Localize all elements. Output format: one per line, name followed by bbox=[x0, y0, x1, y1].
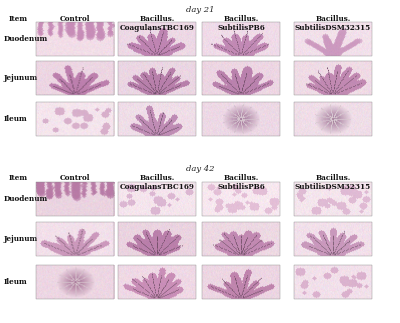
Bar bbox=[202, 182, 280, 216]
Bar bbox=[118, 102, 196, 136]
Bar bbox=[294, 265, 372, 299]
Text: Jejunum: Jejunum bbox=[4, 235, 38, 243]
Bar bbox=[118, 182, 196, 216]
Text: Bacillus.
CoagulansTBC169: Bacillus. CoagulansTBC169 bbox=[120, 174, 194, 191]
Text: Bacillus.
CoagulansTBC169: Bacillus. CoagulansTBC169 bbox=[120, 15, 194, 32]
Bar bbox=[118, 22, 196, 56]
Text: Bacillus.
SubtilisPB6: Bacillus. SubtilisPB6 bbox=[217, 174, 265, 191]
Bar bbox=[202, 61, 280, 95]
Bar bbox=[118, 265, 196, 299]
Bar bbox=[294, 182, 372, 216]
Text: Duodenum: Duodenum bbox=[4, 195, 48, 203]
Bar bbox=[36, 102, 114, 136]
Bar bbox=[36, 222, 114, 256]
Text: Ileum: Ileum bbox=[4, 278, 28, 286]
Bar bbox=[202, 22, 280, 56]
Text: Control: Control bbox=[60, 15, 90, 23]
Bar bbox=[202, 265, 280, 299]
Text: Bacillus.
SubtilisDSM32315: Bacillus. SubtilisDSM32315 bbox=[295, 15, 371, 32]
Text: Bacillus.
SubtilisPB6: Bacillus. SubtilisPB6 bbox=[217, 15, 265, 32]
Text: Control: Control bbox=[60, 174, 90, 182]
Bar bbox=[202, 222, 280, 256]
Text: Jejunum: Jejunum bbox=[4, 74, 38, 82]
Bar bbox=[36, 182, 114, 216]
Text: Duodenum: Duodenum bbox=[4, 35, 48, 43]
Bar bbox=[118, 61, 196, 95]
Bar bbox=[294, 22, 372, 56]
Text: Item: Item bbox=[8, 174, 28, 182]
Bar bbox=[36, 61, 114, 95]
Text: Ileum: Ileum bbox=[4, 115, 28, 123]
Bar bbox=[36, 265, 114, 299]
Text: Bacillus.
SubtilisDSM32315: Bacillus. SubtilisDSM32315 bbox=[295, 174, 371, 191]
Bar bbox=[294, 222, 372, 256]
Text: day 42: day 42 bbox=[186, 165, 214, 173]
Text: Item: Item bbox=[8, 15, 28, 23]
Text: day 21: day 21 bbox=[186, 6, 214, 14]
Bar bbox=[294, 102, 372, 136]
Bar bbox=[202, 102, 280, 136]
Bar bbox=[36, 22, 114, 56]
Bar bbox=[294, 61, 372, 95]
Bar bbox=[118, 222, 196, 256]
